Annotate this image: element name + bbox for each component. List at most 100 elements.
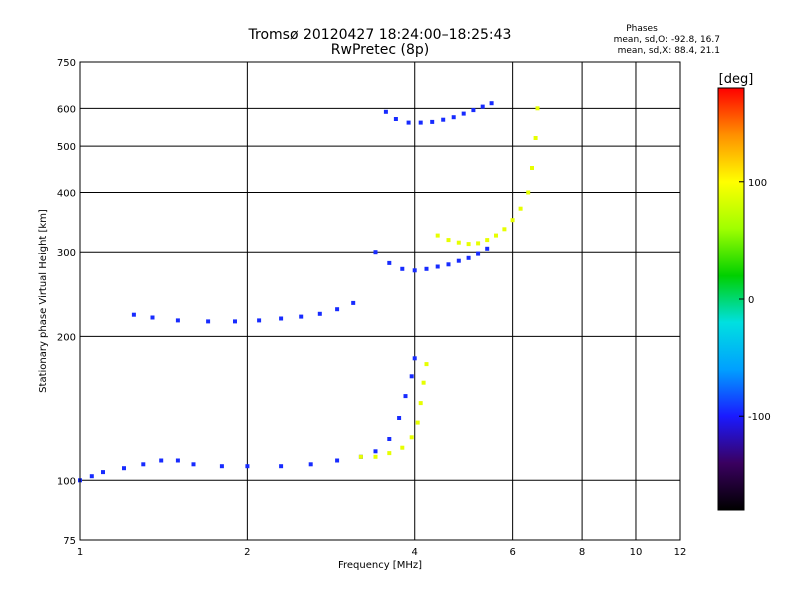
echo-point: [335, 307, 340, 312]
x-tick-label: 2: [244, 547, 250, 558]
echo-point: [191, 462, 196, 467]
echo-point: [351, 300, 356, 305]
echo-point: [471, 108, 476, 113]
x-tick-label: 12: [674, 547, 687, 558]
echo-point: [358, 454, 363, 459]
colorbar-tick-label: -100: [748, 412, 771, 423]
echo-point: [535, 106, 540, 111]
echo-point: [373, 449, 378, 454]
echo-point: [480, 104, 485, 109]
echo-point: [206, 319, 211, 324]
echo-point: [446, 238, 451, 243]
echo-point: [387, 437, 392, 441]
echo-point: [461, 111, 466, 116]
y-tick-label: 75: [63, 536, 76, 547]
x-tick-label: 1: [77, 547, 83, 558]
phases-line-o: mean, sd,O: -92.8, 16.7: [614, 35, 720, 45]
phases-line-x: mean, sd,X: 88.4, 21.1: [618, 46, 720, 56]
echo-point: [159, 458, 164, 463]
echo-point: [526, 190, 531, 195]
echo-point: [131, 312, 136, 317]
scatter-points: [78, 101, 540, 483]
echo-point: [335, 458, 340, 463]
y-tick-label: 750: [57, 58, 76, 69]
echo-point: [489, 101, 494, 106]
colorbar-ticks: 100 0 -100: [739, 178, 771, 423]
x-tick-label: 8: [579, 547, 585, 558]
echo-point: [412, 356, 417, 361]
echo-point: [418, 401, 423, 406]
y-tick-label: 200: [57, 332, 76, 343]
x-tick-label: 6: [509, 547, 515, 558]
echo-point: [441, 117, 446, 122]
echo-point: [415, 420, 420, 425]
echo-point: [533, 136, 538, 140]
echo-point: [435, 264, 440, 269]
colorbar-tick-label: 0: [748, 295, 754, 306]
echo-point: [412, 268, 417, 273]
echo-point: [387, 260, 392, 265]
echo-point: [421, 380, 426, 385]
phases-title: Phases: [626, 24, 658, 34]
echo-point: [279, 316, 284, 321]
echo-point: [424, 266, 429, 271]
echo-point: [383, 109, 388, 114]
echo-point: [430, 119, 435, 124]
x-axis-label: Frequency [MHz]: [338, 560, 422, 571]
echo-point: [233, 319, 237, 324]
echo-point: [101, 470, 105, 475]
echo-point: [409, 435, 414, 440]
echo-point: [485, 238, 490, 243]
y-axis-ticks: 75 100 200 300 400 500 600 750: [57, 58, 76, 547]
echo-point: [424, 362, 429, 367]
echo-point: [219, 464, 224, 469]
y-tick-label: 400: [57, 188, 76, 199]
grid-lines: [80, 62, 680, 540]
echo-point: [403, 394, 408, 399]
echo-point: [400, 266, 405, 271]
echo-point: [476, 241, 481, 246]
x-axis-ticks: 1 2 4 6 8 10 12: [77, 547, 687, 558]
echo-point: [456, 240, 461, 245]
echo-point: [317, 311, 322, 316]
echo-point: [446, 262, 451, 267]
y-tick-label: 100: [57, 476, 76, 487]
echo-point: [510, 218, 515, 223]
echo-point: [89, 474, 94, 479]
echo-point: [476, 251, 481, 256]
x-tick-label: 10: [630, 547, 643, 558]
echo-point: [299, 314, 304, 319]
echo-point: [466, 255, 471, 260]
echo-point: [175, 458, 180, 463]
echo-point: [418, 120, 423, 125]
echo-point: [494, 233, 498, 238]
y-axis-label: Stationary phase Virtual Height [km]: [38, 209, 49, 393]
y-tick-label: 300: [57, 248, 76, 259]
echo-point: [406, 120, 411, 125]
echo-point: [122, 466, 126, 471]
chart-subtitle: RwPretec (8p): [331, 42, 429, 58]
echo-point: [308, 462, 313, 467]
echo-point: [245, 464, 250, 469]
echo-point: [279, 464, 284, 469]
chart-title: Tromsø 20120427 18:24:00–18:25:43: [248, 27, 512, 43]
y-tick-label: 600: [57, 104, 76, 115]
echo-point: [373, 454, 378, 459]
echo-point: [397, 416, 402, 420]
y-tick-label: 500: [57, 142, 76, 153]
echo-point: [150, 315, 155, 320]
echo-point: [485, 246, 490, 251]
plot-frame: [79, 61, 681, 541]
echo-point: [257, 318, 262, 323]
echo-point: [373, 250, 378, 255]
echo-point: [141, 462, 146, 467]
colorbar-label: [deg]: [719, 72, 754, 87]
echo-point: [502, 227, 507, 232]
echo-point: [518, 206, 523, 211]
echo-point: [456, 258, 461, 263]
echo-point: [393, 117, 398, 121]
colorbar-tick-label: 100: [748, 178, 767, 189]
echo-point: [387, 451, 392, 456]
echo-point: [175, 318, 180, 323]
